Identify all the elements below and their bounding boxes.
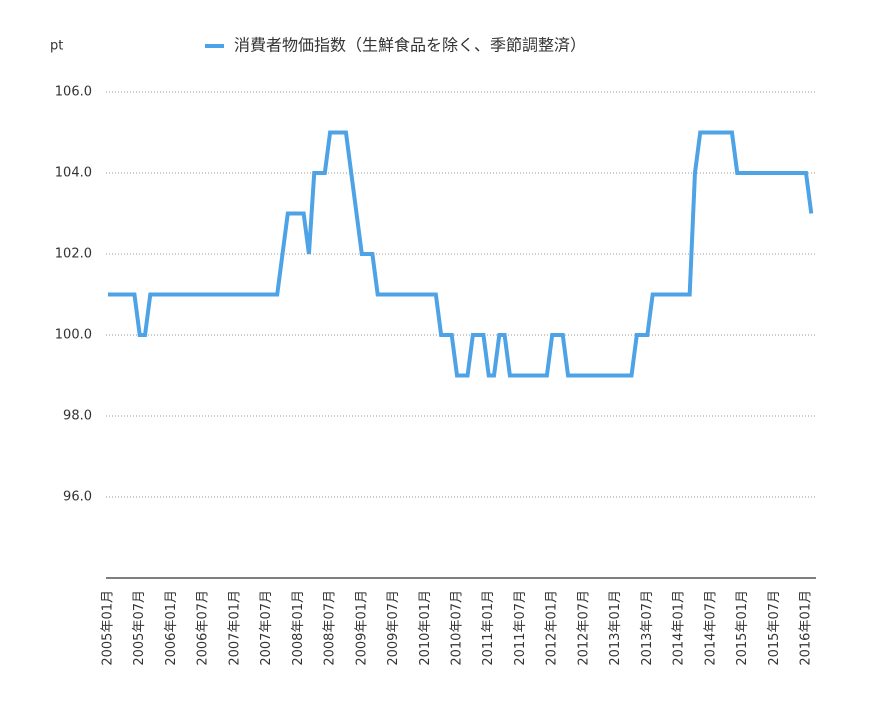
- x-tick-label: 2005年07月: [132, 590, 147, 666]
- x-tick-label: 2005年01月: [101, 590, 116, 666]
- x-tick-label: 2014年01月: [672, 590, 687, 666]
- x-tick-label: 2013年01月: [608, 590, 623, 666]
- x-tick-label: 2011年07月: [513, 590, 528, 666]
- y-tick-label: 106.0: [55, 85, 92, 100]
- x-tick-label: 2012年07月: [576, 590, 591, 666]
- x-tick-label: 2014年07月: [703, 590, 718, 666]
- x-tick-label: 2009年07月: [386, 590, 401, 666]
- x-tick-label: 2011年01月: [481, 590, 496, 666]
- legend-label: 消費者物価指数（生鮮食品を除く、季節調整済）: [234, 36, 586, 55]
- x-tick-label: 2008年07月: [323, 590, 338, 666]
- x-tick-label: 2007年07月: [259, 590, 274, 666]
- y-tick-label: 96.0: [63, 490, 92, 505]
- y-tick-label: 98.0: [63, 409, 92, 424]
- x-tick-label: 2006年07月: [196, 590, 211, 666]
- y-axis-label: pt: [50, 39, 63, 54]
- x-tick-label: 2015年01月: [735, 590, 750, 666]
- y-tick-label: 100.0: [55, 328, 92, 343]
- x-tick-label: 2009年01月: [354, 590, 369, 666]
- x-tick-label: 2013年07月: [640, 590, 655, 666]
- x-tick-label: 2010年01月: [418, 590, 433, 666]
- x-tick-label: 2010年07月: [450, 590, 465, 666]
- y-tick-label: 104.0: [55, 166, 92, 181]
- x-tick-label: 2015年07月: [767, 590, 782, 666]
- x-tick-label: 2012年01月: [545, 590, 560, 666]
- x-tick-label: 2006年01月: [164, 590, 179, 666]
- x-tick-label: 2016年01月: [799, 590, 814, 666]
- x-tick-label: 2008年01月: [291, 590, 306, 666]
- x-tick-label: 2007年01月: [227, 590, 242, 666]
- series-line: [108, 130, 814, 378]
- y-tick-label: 102.0: [55, 247, 92, 262]
